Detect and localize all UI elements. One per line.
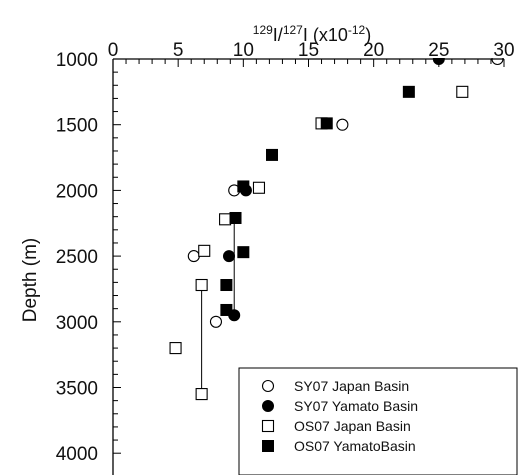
- data-points: [169, 58, 504, 401]
- open-square-point: [261, 419, 275, 433]
- open-circle-point: [187, 250, 200, 263]
- open-square-point: [169, 342, 182, 355]
- open-square-point: [198, 244, 211, 257]
- filled-square-point: [220, 303, 233, 316]
- x-tick-label: 10: [233, 40, 254, 61]
- legend: SY07 Japan Basin SY07 Yamato Basin OS07 Ja…: [238, 367, 518, 475]
- series-connector-lines: [201, 219, 235, 395]
- y-axis-title: Depth (m): [20, 238, 41, 322]
- filled-square-point: [320, 117, 333, 130]
- filled-square-point: [266, 148, 279, 161]
- open-circle-point: [261, 379, 275, 393]
- open-circle-point: [209, 315, 223, 328]
- filled-square-point: [237, 180, 250, 193]
- y-tick-label: 1500: [56, 116, 98, 137]
- filled-square-point: [220, 279, 233, 292]
- open-square-point: [456, 85, 469, 98]
- filled-square-point: [402, 85, 415, 98]
- filled-square-point: [237, 246, 250, 259]
- open-square-point: [195, 278, 208, 292]
- axis-ticks: 0 5 10 15 20 25 30 1000 1500 2000 2500 3000 3500 4000: [56, 40, 515, 465]
- x-tick-label: 5: [173, 40, 184, 61]
- y-tick-label: 3000: [56, 313, 98, 334]
- x-axis-title: 129I/127I (x10-12): [253, 23, 371, 45]
- filled-circle-point: [262, 400, 274, 412]
- y-tick-label: 4000: [56, 444, 98, 465]
- x-tick-label: 15: [298, 40, 319, 61]
- x-tick-label: 0: [108, 40, 119, 61]
- y-tick-label: 2500: [56, 247, 98, 268]
- filled-square-point: [229, 211, 242, 224]
- open-circle-point: [336, 118, 349, 131]
- filled-circle-point: [222, 250, 235, 263]
- series-open-circle: [187, 58, 504, 328]
- open-square-point: [195, 388, 208, 401]
- x-tick-label: 25: [428, 40, 449, 61]
- x-tick-label: 20: [363, 40, 384, 61]
- legend-label: SY07 Japan Basin: [294, 378, 409, 394]
- y-tick-label: 1000: [56, 50, 98, 71]
- open-square-point: [252, 181, 266, 194]
- series-filled-square: [220, 85, 415, 316]
- y-tick-label: 3500: [56, 379, 98, 400]
- legend-box: [238, 367, 518, 475]
- y-tick-label: 2000: [56, 181, 98, 202]
- filled-square-point: [262, 440, 274, 452]
- open-square-point: [219, 213, 232, 226]
- legend-label: OS07 YamatoBasin: [294, 438, 416, 454]
- series-open-square: [169, 85, 469, 401]
- legend-label: SY07 Yamato Basin: [294, 398, 418, 414]
- x-tick-label: 30: [493, 40, 514, 61]
- legend-label: OS07 Japan Basin: [294, 418, 411, 434]
